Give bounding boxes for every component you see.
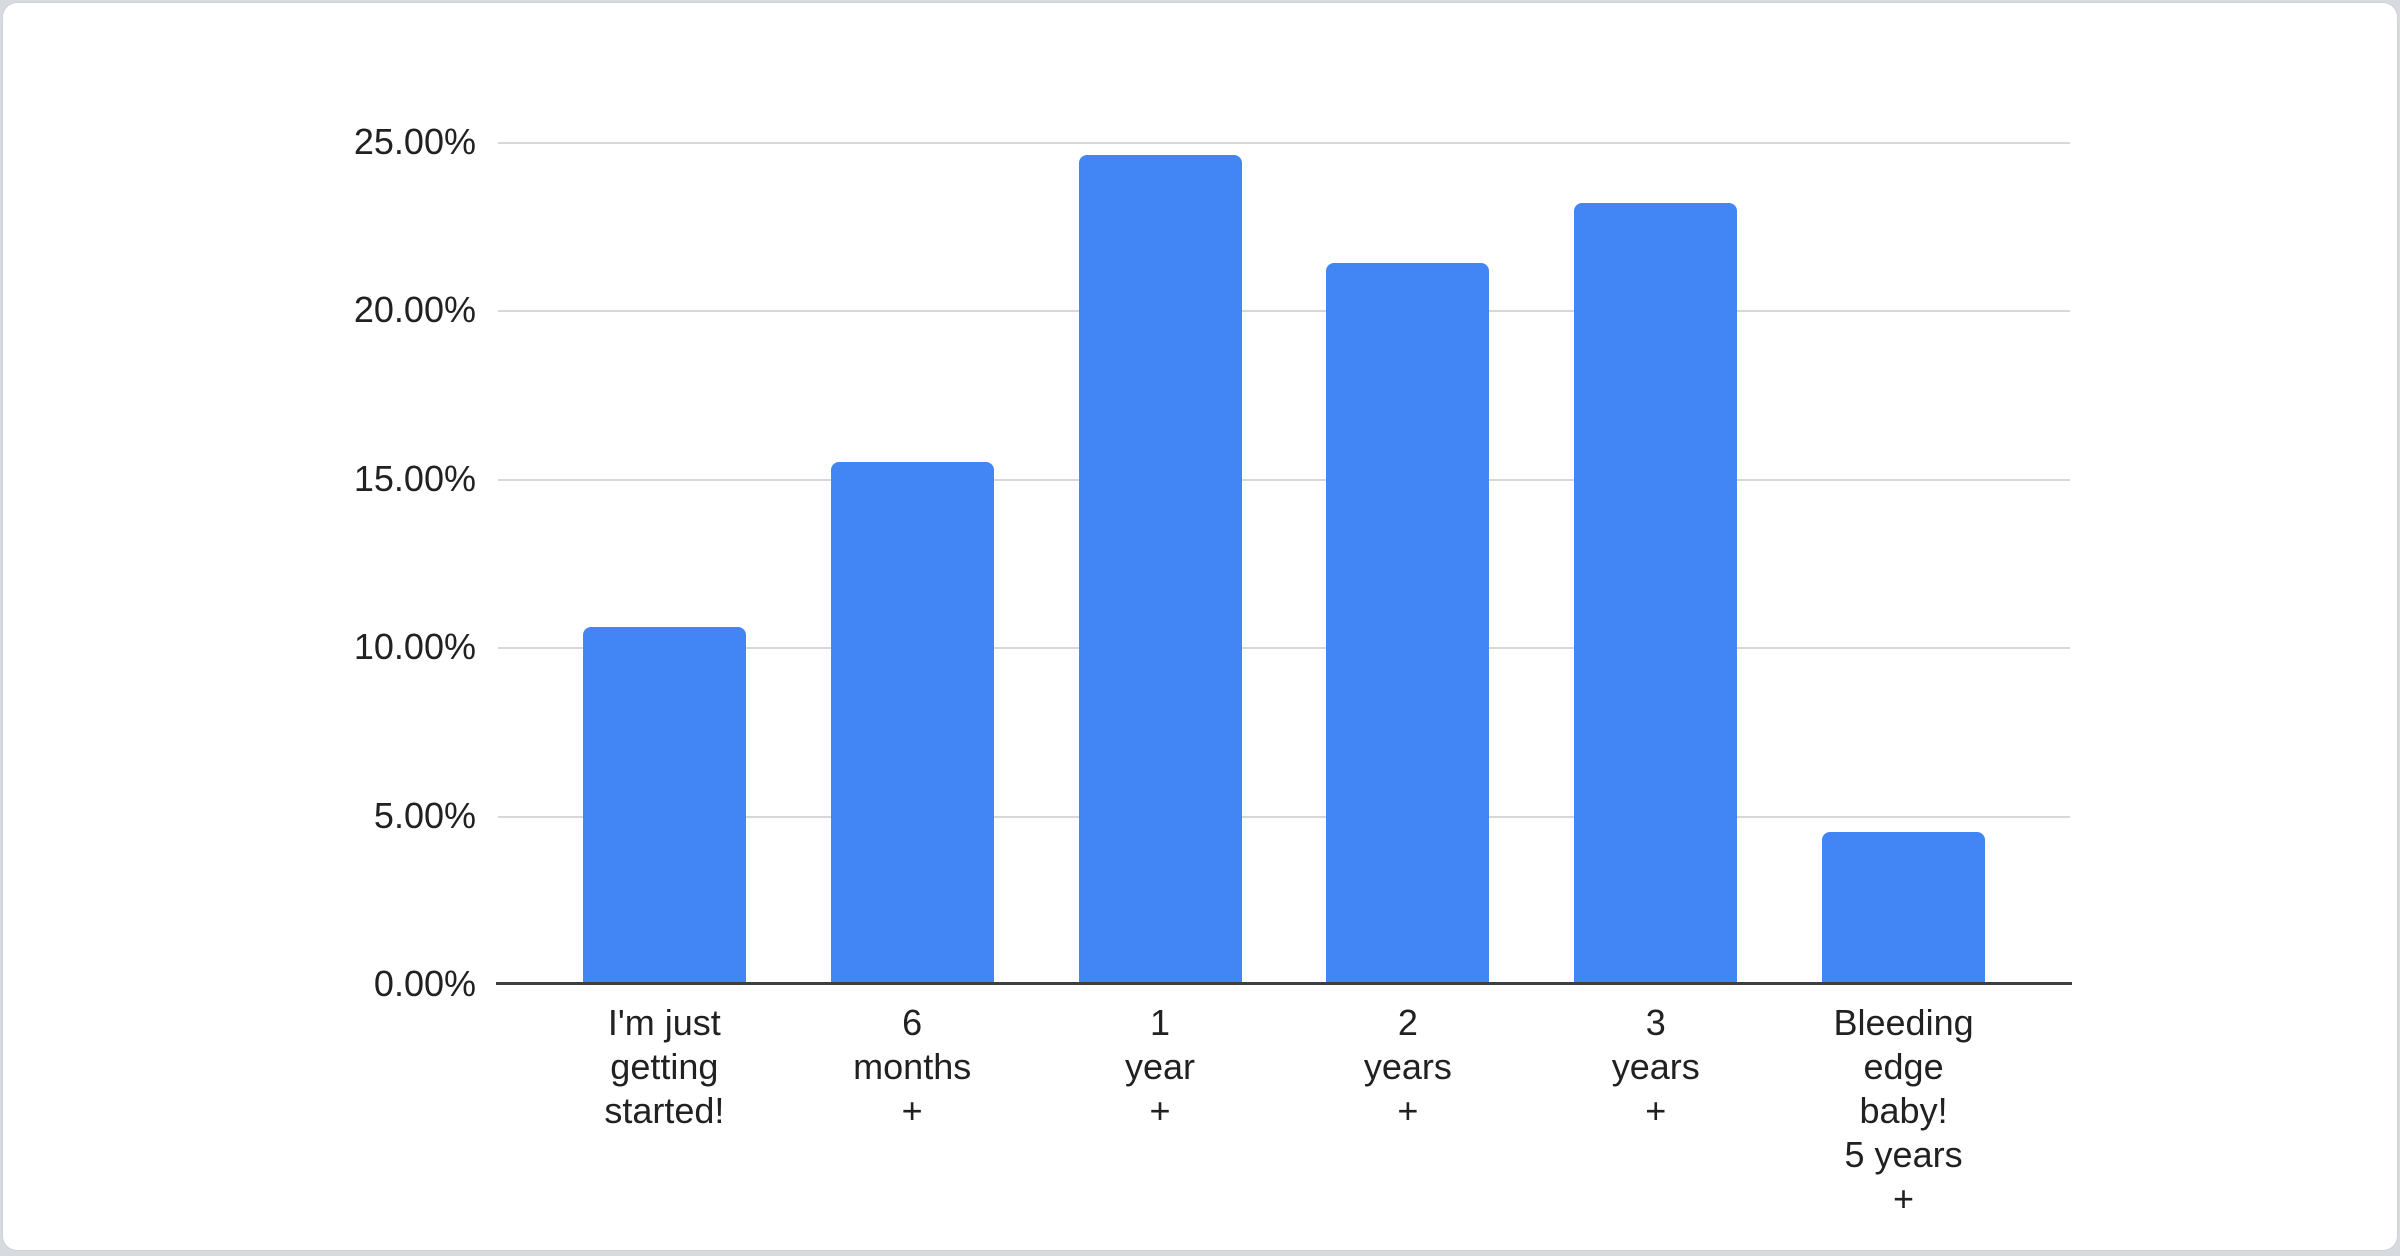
x-tick-slot: Bleeding edge baby! 5 years + [1822,1001,1985,1219]
y-tick-label: 25.00% [353,121,476,162]
gridline [498,647,2070,650]
bar-1[interactable] [830,461,994,984]
bar-3[interactable] [1326,263,1490,984]
y-tick-label: 0.00% [373,963,476,1004]
x-tick-label: 2 years + [1363,1002,1452,1131]
gridline [498,142,2070,144]
gridline [498,310,2070,313]
x-tick-slot: 3 years + [1574,1001,1737,1161]
chart-card: 0.00% 5.00% 10.00% 15.00% 20.00% 25.00% I'm j… [3,3,2397,1250]
plot-area [498,142,2070,984]
gridline [498,815,2070,818]
x-tick-label: 1 year + [1125,1002,1196,1131]
x-tick-label: Bleeding edge baby! 5 years + [1833,1002,1974,1219]
bar-5[interactable] [1822,832,1986,984]
bar-2[interactable] [1078,155,1242,984]
x-tick-label: I'm just getting started! [604,1002,725,1131]
bar-series [498,142,2070,984]
bar-4[interactable] [1574,202,1738,984]
x-tick-slot: 1 year + [1079,1001,1242,1161]
y-tick-label: 5.00% [373,794,476,836]
bar-chart: 0.00% 5.00% 10.00% 15.00% 20.00% 25.00% I'm j… [3,3,2397,1250]
x-axis-line [496,982,2072,985]
x-tick-label: 3 years + [1611,1002,1700,1131]
x-axis-labels: I'm just getting started! 6 months + 1 yea… [498,1001,2070,1219]
x-tick-slot: 2 years + [1326,1001,1489,1161]
bar-0[interactable] [582,627,746,984]
x-tick-slot: I'm just getting started! [583,1001,746,1161]
y-tick-label: 20.00% [353,289,476,331]
x-tick-label: 6 months + [853,1002,972,1131]
y-tick-label: 10.00% [353,626,476,668]
gridline [498,478,2070,481]
x-tick-slot: 6 months + [831,1001,994,1161]
y-axis-labels: 0.00% 5.00% 10.00% 15.00% 20.00% 25.00% [3,121,476,1004]
y-tick-label: 15.00% [353,457,476,499]
